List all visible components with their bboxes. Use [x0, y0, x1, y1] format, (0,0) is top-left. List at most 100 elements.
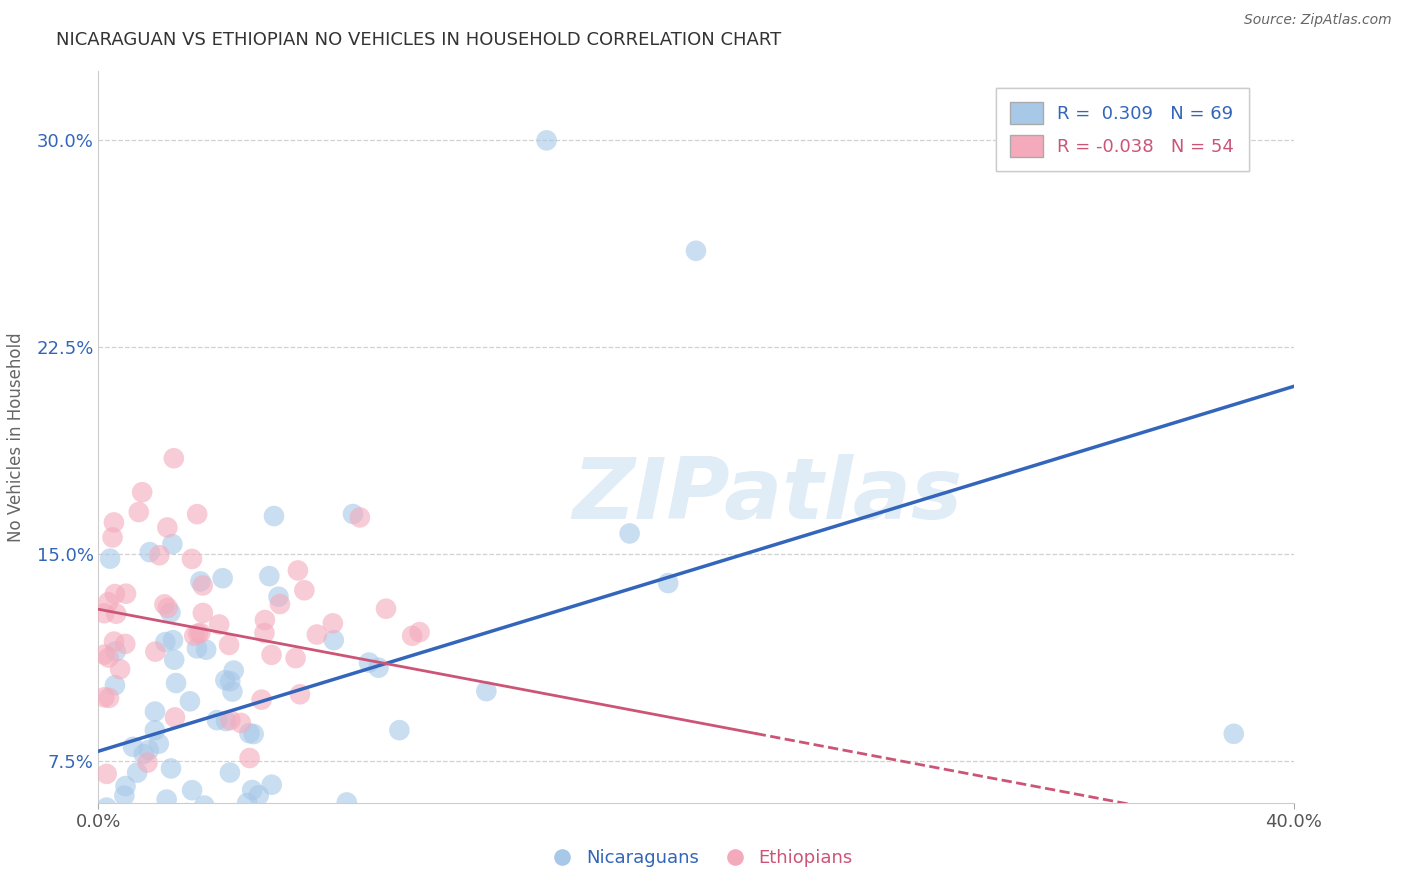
Point	[408, 625, 430, 640]
Point	[229, 715, 252, 730]
Point	[342, 507, 364, 521]
Point	[100, 819, 122, 833]
Point	[93, 648, 115, 662]
Point	[138, 743, 160, 757]
Point	[127, 765, 149, 780]
Point	[93, 606, 115, 620]
Point	[156, 600, 179, 615]
Point	[98, 551, 121, 566]
Point	[475, 684, 498, 698]
Point	[657, 576, 679, 591]
Text: NICARAGUAN VS ETHIOPIAN NO VEHICLES IN HOUSEHOLD CORRELATION CHART: NICARAGUAN VS ETHIOPIAN NO VEHICLES IN H…	[56, 31, 782, 49]
Point	[101, 531, 124, 545]
Point	[357, 656, 380, 670]
Point	[238, 726, 260, 740]
Point	[176, 847, 198, 862]
Point	[134, 834, 156, 848]
Point	[163, 653, 186, 667]
Point	[181, 783, 204, 797]
Point	[163, 451, 186, 466]
Point	[148, 737, 170, 751]
Point	[322, 616, 344, 631]
Point	[156, 792, 179, 806]
Point	[160, 761, 183, 775]
Point	[190, 625, 212, 640]
Point	[163, 710, 186, 724]
Point	[267, 590, 290, 604]
Legend: R =  0.309   N = 69, R = -0.038   N = 54: R = 0.309 N = 69, R = -0.038 N = 54	[995, 87, 1249, 171]
Point	[305, 627, 328, 641]
Point	[221, 684, 243, 698]
Point	[260, 778, 283, 792]
Point	[131, 485, 153, 500]
Point	[685, 244, 707, 258]
Point	[218, 823, 240, 838]
Point	[239, 751, 262, 765]
Point	[143, 705, 166, 719]
Point	[191, 578, 214, 592]
Point	[153, 598, 176, 612]
Point	[260, 648, 283, 662]
Point	[219, 765, 242, 780]
Point	[138, 545, 160, 559]
Point	[375, 601, 398, 615]
Point	[804, 837, 827, 851]
Point	[214, 673, 236, 688]
Point	[263, 509, 285, 524]
Point	[104, 678, 127, 692]
Point	[259, 569, 281, 583]
Point	[115, 587, 138, 601]
Point	[269, 597, 291, 611]
Point	[284, 651, 307, 665]
Point	[536, 133, 558, 147]
Point	[114, 779, 136, 793]
Point	[190, 574, 212, 589]
Text: Source: ZipAtlas.com: Source: ZipAtlas.com	[1244, 13, 1392, 28]
Point	[1223, 727, 1246, 741]
Point	[156, 520, 179, 534]
Legend: Nicaraguans, Ethiopians: Nicaraguans, Ethiopians	[546, 842, 860, 874]
Point	[190, 811, 212, 825]
Point	[122, 739, 145, 754]
Point	[186, 641, 208, 656]
Point	[132, 747, 155, 761]
Point	[222, 664, 245, 678]
Point	[292, 583, 315, 598]
Point	[211, 571, 233, 585]
Point	[205, 713, 228, 727]
Point	[143, 723, 166, 738]
Point	[93, 690, 115, 705]
Point	[162, 537, 184, 551]
Point	[103, 634, 125, 648]
Point	[388, 723, 411, 738]
Point	[98, 690, 121, 705]
Point	[183, 629, 205, 643]
Text: ZIPatlas: ZIPatlas	[572, 454, 963, 537]
Point	[103, 516, 125, 530]
Point	[176, 806, 198, 821]
Point	[287, 564, 309, 578]
Point	[163, 826, 186, 840]
Point	[180, 552, 202, 566]
Point	[128, 505, 150, 519]
Point	[104, 587, 127, 601]
Point	[242, 727, 264, 741]
Point	[219, 674, 242, 689]
Point	[322, 633, 344, 648]
Point	[253, 613, 276, 627]
Point	[187, 626, 209, 640]
Point	[97, 650, 120, 665]
Point	[159, 606, 181, 620]
Point	[401, 629, 423, 643]
Point	[288, 687, 311, 701]
Point	[148, 548, 170, 562]
Point	[260, 837, 283, 851]
Point	[191, 606, 214, 620]
Point	[247, 789, 270, 803]
Point	[96, 767, 118, 781]
Point	[367, 661, 389, 675]
Point	[112, 789, 135, 803]
Point	[215, 714, 238, 728]
Point	[195, 642, 218, 657]
Point	[114, 637, 136, 651]
